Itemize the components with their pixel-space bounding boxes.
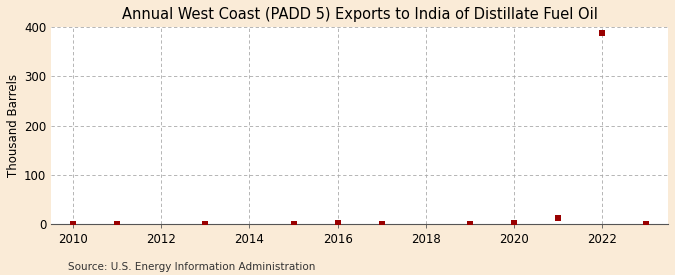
Point: [597, 31, 608, 35]
Point: [641, 221, 651, 226]
Point: [332, 221, 343, 225]
Point: [376, 221, 387, 226]
Title: Annual West Coast (PADD 5) Exports to India of Distillate Fuel Oil: Annual West Coast (PADD 5) Exports to In…: [122, 7, 597, 22]
Point: [553, 216, 564, 220]
Point: [68, 222, 79, 226]
Y-axis label: Thousand Barrels: Thousand Barrels: [7, 74, 20, 177]
Point: [464, 222, 475, 226]
Text: Source: U.S. Energy Information Administration: Source: U.S. Energy Information Administ…: [68, 262, 315, 272]
Point: [200, 221, 211, 226]
Point: [508, 220, 519, 225]
Point: [288, 222, 299, 226]
Point: [112, 221, 123, 226]
